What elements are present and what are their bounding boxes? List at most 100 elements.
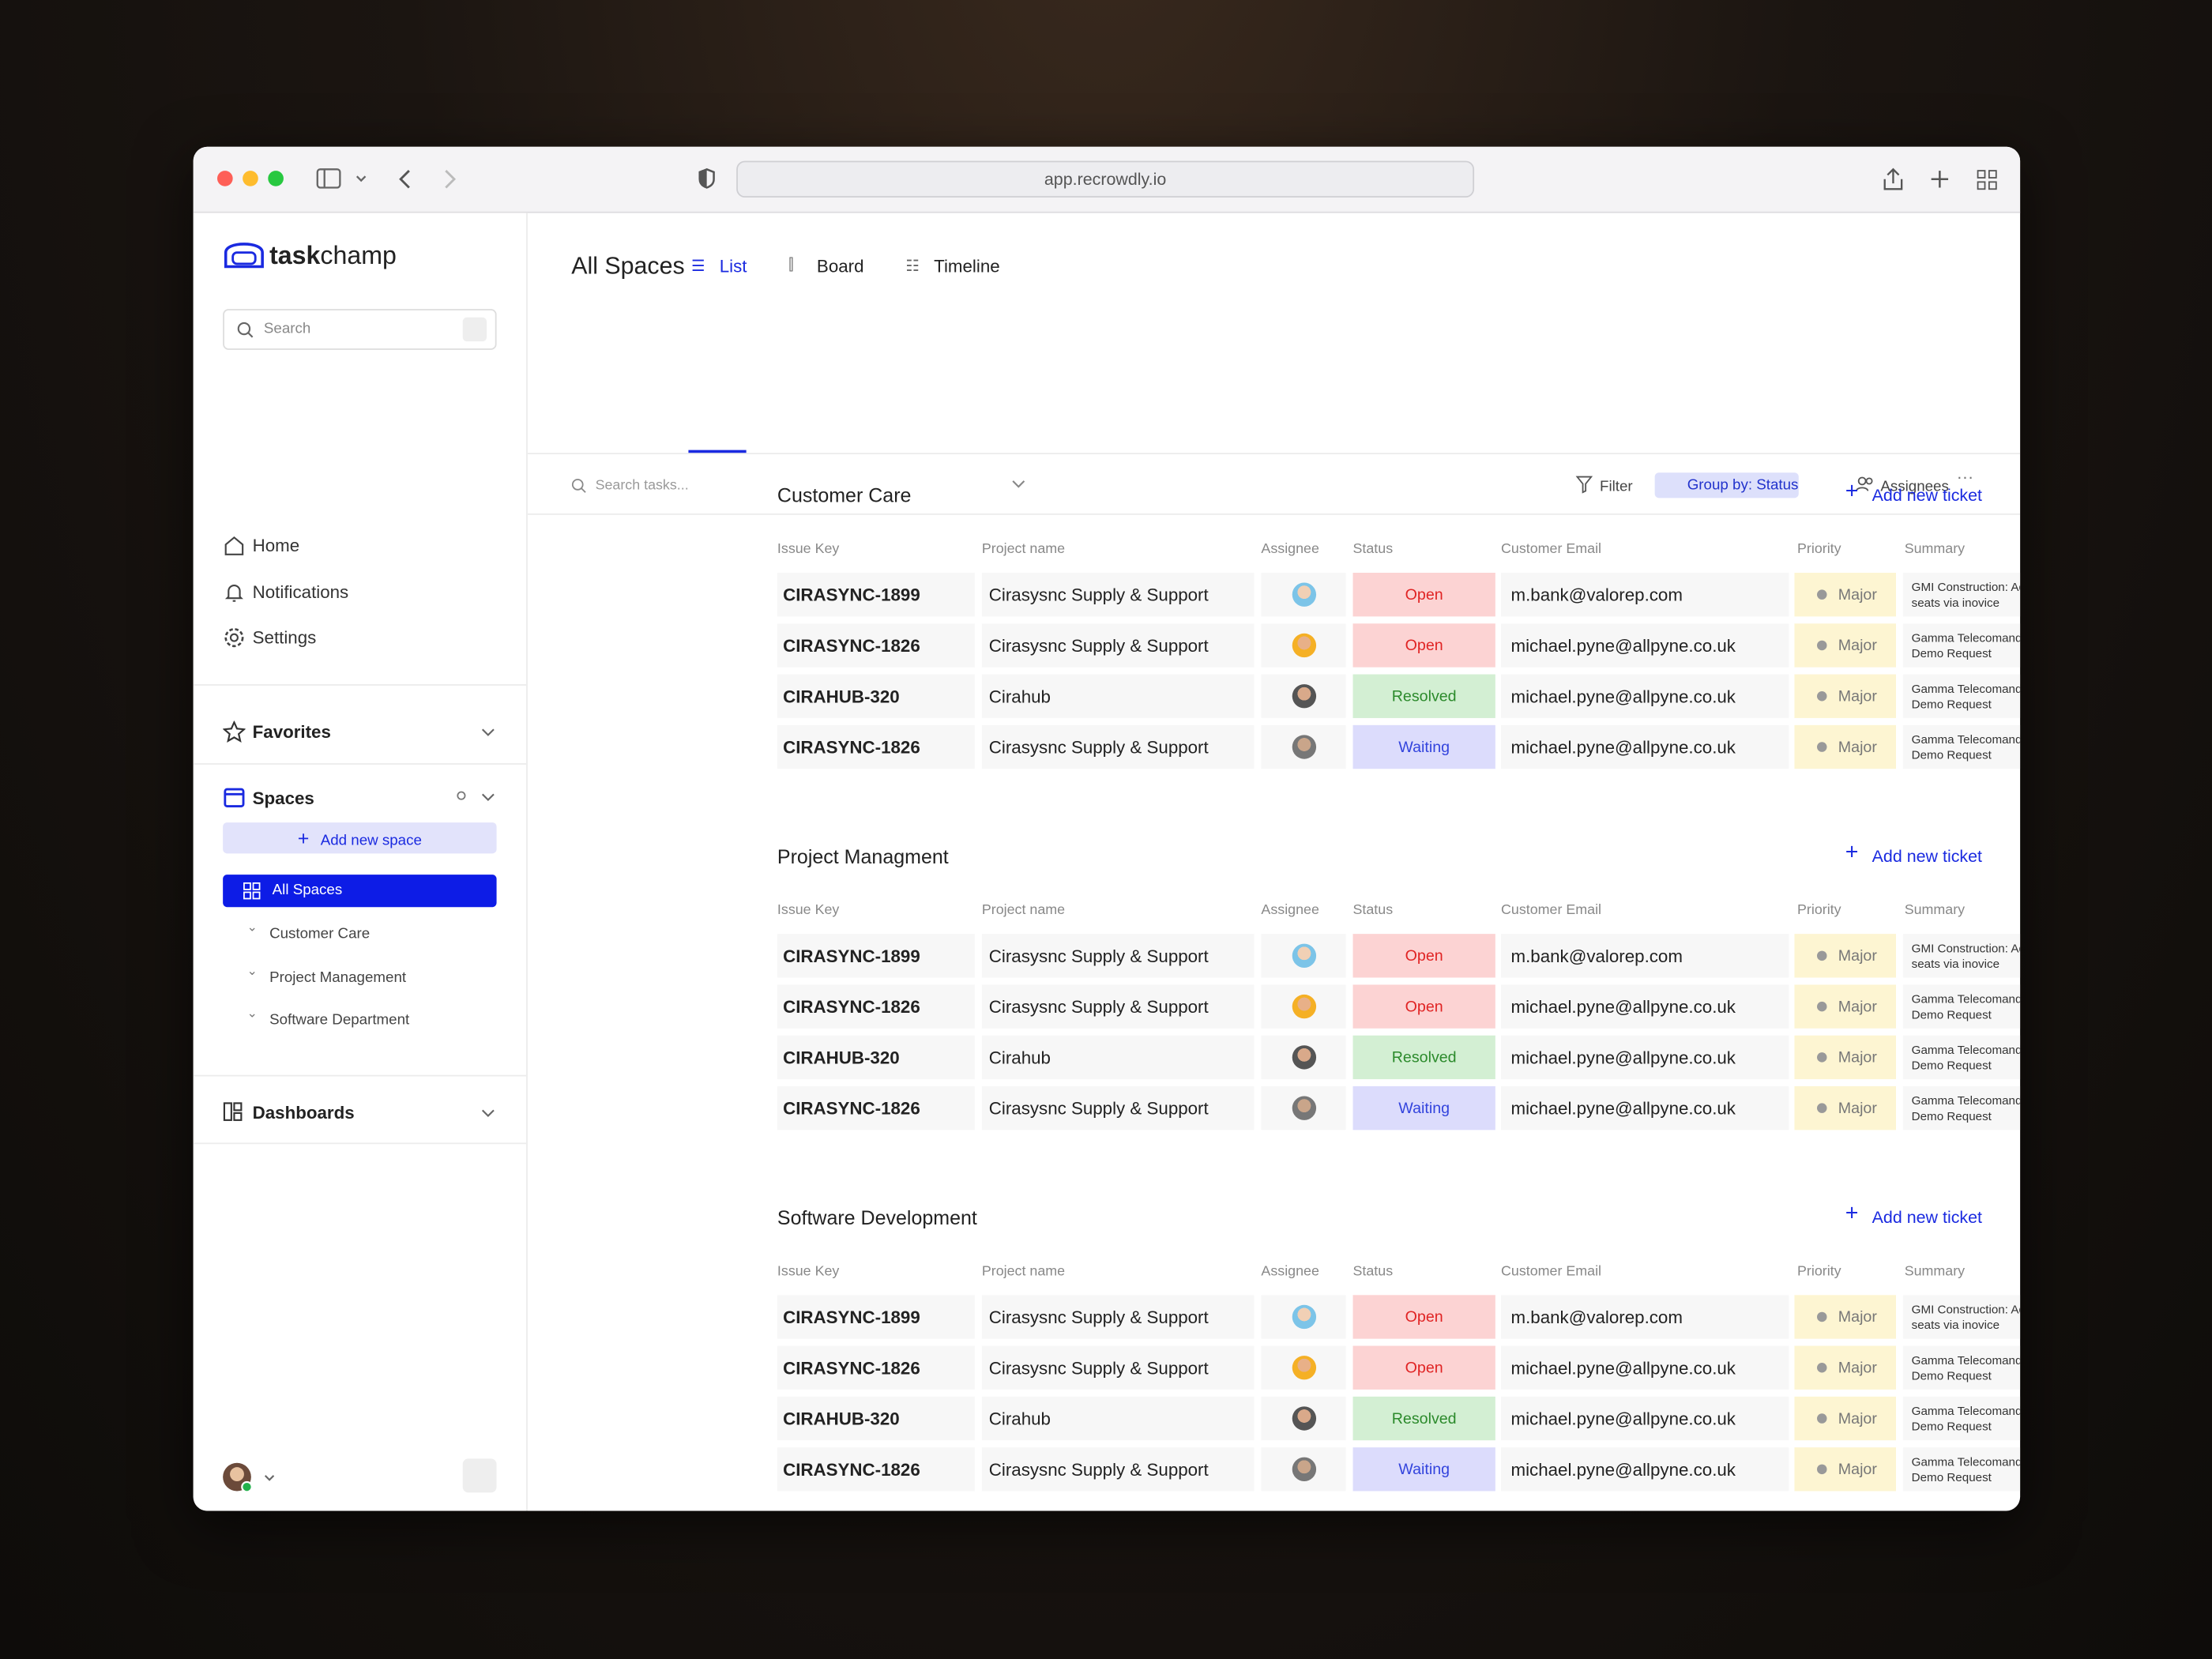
project-cell: Cirasysnc Supply & Support [981, 572, 1255, 617]
assignee-cell [1261, 1447, 1346, 1492]
summary: Gamma Telecomand Allpyne.co.uk Demo Requ… [1911, 732, 2021, 762]
status: Open [1405, 947, 1443, 965]
priority-cell: Major [1794, 674, 1896, 718]
sidebar-toggle[interactable] [314, 167, 371, 192]
add-ticket[interactable]: Add new ticket [1872, 485, 1983, 506]
add-ticket[interactable]: Add new ticket [1872, 846, 1983, 867]
key-cell: CIRASYNC-1826 [777, 1447, 975, 1492]
task-search[interactable]: Search tasks... [595, 478, 689, 494]
add-ticket-plus[interactable]: + [1845, 480, 1859, 504]
priority-cell: Major [1794, 623, 1896, 668]
sidebar-search[interactable]: Search [223, 309, 497, 350]
assignee-cell [1261, 984, 1346, 1029]
group-by-button[interactable]: Group by: Status [1654, 472, 1799, 498]
email-cell: michael.pyne@allpyne.co.uk [1500, 1085, 1789, 1130]
issue-key: CIRASYNC-1826 [783, 635, 920, 656]
assignee-avatar [1291, 1406, 1316, 1431]
chevron[interactable] [481, 1108, 495, 1119]
space-item[interactable]: Software Department [269, 1011, 410, 1029]
assignee-avatar [1291, 994, 1316, 1019]
priority: Major [1838, 1099, 1877, 1117]
logo: taskchamp [269, 241, 397, 271]
all-spaces-label: All Spaces [272, 882, 343, 899]
tab[interactable]: List [719, 256, 747, 276]
space-item[interactable]: Customer Care [269, 925, 371, 942]
summary: Gamma Telecomand Allpyne.co.uk Demo Requ… [1911, 1454, 2021, 1484]
all-spaces-item[interactable]: All Spaces [223, 875, 497, 908]
search-icon [571, 479, 586, 493]
column-header: Customer Email [1500, 541, 1602, 558]
chevron[interactable] [1011, 478, 1025, 489]
email-cell: michael.pyne@allpyne.co.uk [1500, 1345, 1789, 1390]
more-button[interactable]: ··· [1956, 467, 1974, 487]
edit-button[interactable] [462, 317, 487, 342]
email-cell: michael.pyne@allpyne.co.uk [1500, 1447, 1789, 1492]
priority: Major [1838, 637, 1877, 654]
nav-item[interactable]: Notifications [252, 581, 349, 602]
add-space-label: Add new space [320, 832, 422, 849]
nav-item[interactable]: Settings [252, 627, 317, 648]
divider [193, 684, 527, 686]
project-name: Cirasysnc Supply & Support [988, 946, 1209, 966]
email-cell: michael.pyne@allpyne.co.uk [1500, 1035, 1789, 1080]
address-bar[interactable]: app.recrowdly.io [736, 160, 1475, 198]
customer-email: michael.pyne@allpyne.co.uk [1510, 1098, 1736, 1119]
zoom-button[interactable] [268, 171, 284, 186]
summary-cell: Gamma Telecomand Allpyne.co.uk Demo Requ… [1902, 1396, 2021, 1441]
column-header: Summary [1904, 902, 1966, 919]
project-cell: Cirahub [981, 674, 1255, 718]
tab-icon: ⫿ [788, 256, 794, 274]
tab[interactable]: Timeline [934, 256, 1000, 276]
close-button[interactable] [216, 171, 233, 186]
priority-dot [1816, 950, 1827, 961]
status: Resolved [1391, 1409, 1457, 1428]
dashboards[interactable]: Dashboards [252, 1103, 355, 1123]
column-header: Project name [981, 902, 1066, 919]
customer-email: michael.pyne@allpyne.co.uk [1510, 635, 1736, 656]
space-actions[interactable] [456, 790, 498, 804]
chevron[interactable]: ⌄ [246, 962, 258, 977]
summary: Gamma Telecomand Allpyne.co.uk Demo Requ… [1911, 1352, 2021, 1382]
nav-item[interactable]: Home [252, 536, 300, 556]
user-avatar[interactable] [221, 1462, 284, 1495]
assignee-cell [1261, 674, 1346, 718]
space-item[interactable]: Project Management [269, 968, 407, 986]
invite-button[interactable] [462, 1458, 497, 1493]
add-space-button[interactable]: + Add new space [223, 822, 497, 854]
summary: Gamma Telecomand Allpyne.co.uk Demo Requ… [1911, 991, 2021, 1021]
column-header: Status [1352, 541, 1394, 558]
priority: Major [1838, 1048, 1877, 1066]
project-cell: Cirasysnc Supply & Support [981, 623, 1255, 668]
email-cell: michael.pyne@allpyne.co.uk [1500, 724, 1789, 769]
add-ticket[interactable]: Add new ticket [1872, 1207, 1983, 1228]
summary-cell: Gamma Telecomand Allpyne.co.uk Demo Requ… [1902, 724, 2021, 769]
spaces[interactable]: Spaces [252, 788, 314, 809]
spaces-icon [224, 788, 245, 807]
summary-cell: Gamma Telecomand Allpyne.co.uk Demo Requ… [1902, 623, 2021, 668]
summary: GMI Construction: Adding 20 seats via in… [1911, 579, 2021, 609]
assignees-button[interactable]: Assignees [1880, 478, 1949, 495]
project-cell: Cirasysnc Supply & Support [981, 1345, 1255, 1390]
browser-actions[interactable] [1879, 165, 2007, 194]
project-cell: Cirahub [981, 1035, 1255, 1080]
assignee-cell [1261, 623, 1346, 668]
issue-key: CIRAHUB-320 [783, 686, 900, 706]
tab[interactable]: Board [816, 256, 864, 276]
chevron[interactable]: ⌄ [246, 1006, 258, 1021]
priority: Major [1838, 687, 1877, 705]
column-header: Customer Email [1500, 1263, 1602, 1280]
nav-arrows[interactable] [393, 167, 464, 192]
customer-email: michael.pyne@allpyne.co.uk [1510, 1409, 1736, 1429]
filter-button[interactable]: Filter [1599, 478, 1633, 495]
issue-key: CIRASYNC-1899 [783, 946, 920, 966]
chevron[interactable] [481, 727, 495, 738]
divider [527, 513, 2021, 515]
add-ticket-plus[interactable]: + [1845, 1202, 1859, 1226]
chevron[interactable]: ⌄ [246, 920, 258, 935]
minimize-button[interactable] [243, 171, 258, 186]
favorites[interactable]: Favorites [252, 722, 331, 743]
status-cell: Open [1352, 1345, 1495, 1390]
priority-cell: Major [1794, 1345, 1896, 1390]
project-name: Cirasysnc Supply & Support [988, 1098, 1209, 1119]
add-ticket-plus[interactable]: + [1845, 841, 1859, 865]
